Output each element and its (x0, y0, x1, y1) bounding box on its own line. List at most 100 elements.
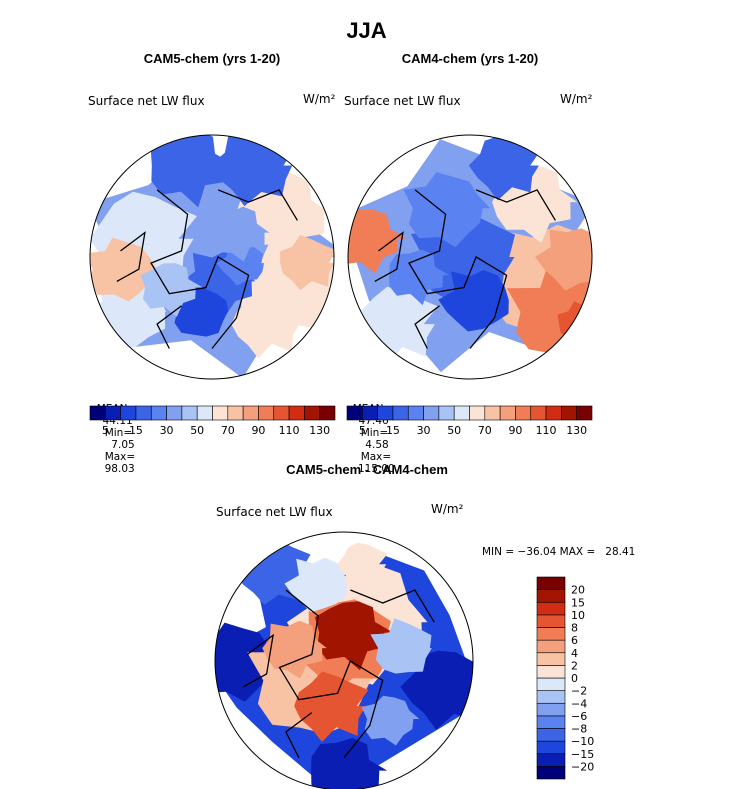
colorbar-swatch (536, 702, 566, 717)
panel1-max-label: Max= (104, 451, 136, 463)
map-field-region (370, 618, 432, 674)
map-field-region (90, 237, 158, 302)
panel2-min-label: Min= (360, 427, 389, 439)
map-field-region (140, 263, 203, 317)
colorbar-tick-label: 110 (279, 424, 300, 437)
colorbar-swatch (536, 766, 566, 780)
colorbar-tick-label: 2 (571, 659, 578, 672)
colorbar-swatch (536, 677, 566, 691)
figure-title: JJA (346, 18, 387, 43)
map-field-region (361, 695, 420, 746)
map-field-region (150, 135, 236, 208)
map-field-region (216, 244, 264, 286)
colorbar-tick-label: 70 (478, 424, 492, 437)
coastline (374, 231, 404, 282)
panel3-units: W/m² (431, 502, 464, 516)
map-field-1 (90, 135, 334, 379)
colorbar-swatch (536, 627, 566, 641)
colorbar-tick-label: 6 (571, 634, 578, 647)
map-field-region (231, 291, 303, 359)
map-field-region (169, 284, 229, 337)
coastline (150, 189, 250, 349)
colorbar-tick-label: −2 (571, 685, 587, 698)
map-field-region (403, 172, 490, 248)
coastline (475, 189, 556, 221)
map-field-region (389, 249, 450, 306)
colorbar-tick-label: 20 (571, 584, 585, 597)
panel2-min-value: 4.58 (365, 439, 389, 451)
colorbar-tick-label: 110 (536, 424, 557, 437)
coastline (350, 589, 435, 623)
colorbar-tick-label: −8 (571, 723, 587, 736)
colorbar-tick-label: −6 (571, 710, 587, 723)
panel2-units: W/m² (560, 92, 593, 106)
map-boundary (347, 134, 593, 380)
panel1-units: W/m² (303, 92, 336, 106)
map-field-region (208, 206, 270, 262)
coastline (156, 305, 182, 349)
map-field-region (468, 135, 541, 201)
colorbar-swatch (536, 665, 566, 679)
colorbar-tick-label: 8 (571, 622, 578, 635)
colorbar-swatch (536, 690, 566, 704)
panel2-max-label: Max= (360, 451, 392, 463)
colorbar-tick-label: −4 (571, 697, 587, 710)
panel1-variable-label: Surface net LW flux (88, 94, 205, 108)
coastline (408, 189, 508, 349)
colorbar-swatch (576, 405, 593, 421)
map-field-region (294, 671, 369, 742)
coastline (116, 231, 146, 282)
map-field-region (280, 234, 334, 291)
panel1-subtitle: CAM5-chem (yrs 1-20) (143, 51, 281, 66)
colorbar-tick-label: 15 (571, 596, 585, 609)
colorbar-tick-label: 15 (386, 424, 400, 437)
colorbar-swatch (536, 740, 566, 755)
map-field-region (535, 228, 592, 291)
colorbar-tick-label: 70 (221, 424, 235, 437)
map-field-region (284, 557, 347, 613)
colorbar-swatch (536, 728, 566, 742)
coastline (414, 305, 440, 349)
panel2-variable-label: Surface net LW flux (344, 94, 461, 108)
colorbar-swatch (536, 753, 566, 767)
panel2-subtitle: CAM4-chem (yrs 1-20) (401, 51, 539, 66)
coastline (217, 189, 298, 221)
colorbar-swatch (319, 405, 336, 421)
colorbar-swatch (536, 601, 566, 616)
colorbar-tick-label: −10 (571, 735, 594, 748)
colorbar-tick-label: 30 (160, 424, 174, 437)
colorbar-tick-label: 90 (508, 424, 522, 437)
colorbar-tick-label: 130 (566, 424, 587, 437)
colorbar-tick-label: 50 (447, 424, 461, 437)
panel3-variable-label: Surface net LW flux (216, 505, 333, 519)
colorbar-tick-label: 130 (309, 424, 330, 437)
coastline (278, 589, 384, 759)
colorbar-swatch (536, 652, 566, 666)
colorbar-tick-label: −15 (571, 748, 594, 761)
map-field-region (314, 601, 394, 671)
coastline (285, 712, 313, 759)
map-field-region (438, 270, 509, 332)
colorbar-tick-label: 50 (190, 424, 204, 437)
panel1-min-label: Min= (104, 427, 133, 439)
colorbar-swatch (536, 614, 566, 628)
colorbar-tick-label: 10 (571, 609, 585, 622)
colorbar-swatch (536, 576, 566, 590)
colorbar-tick-label: 15 (129, 424, 143, 437)
map-field-region (311, 738, 388, 789)
colorbar-swatch (536, 639, 566, 654)
colorbar-tick-label: 5 (102, 424, 109, 437)
colorbar-tick-label: 0 (571, 672, 578, 685)
map-field-region (337, 542, 388, 589)
colorbar-tick-label: 90 (251, 424, 265, 437)
colorbar-swatch (536, 589, 566, 603)
map-field-3 (215, 534, 473, 789)
colorbar-swatch (536, 715, 566, 729)
panel3-subtitle: CAM5-chem - CAM4-chem (286, 462, 448, 477)
panel1-max-value: 98.03 (104, 463, 135, 475)
